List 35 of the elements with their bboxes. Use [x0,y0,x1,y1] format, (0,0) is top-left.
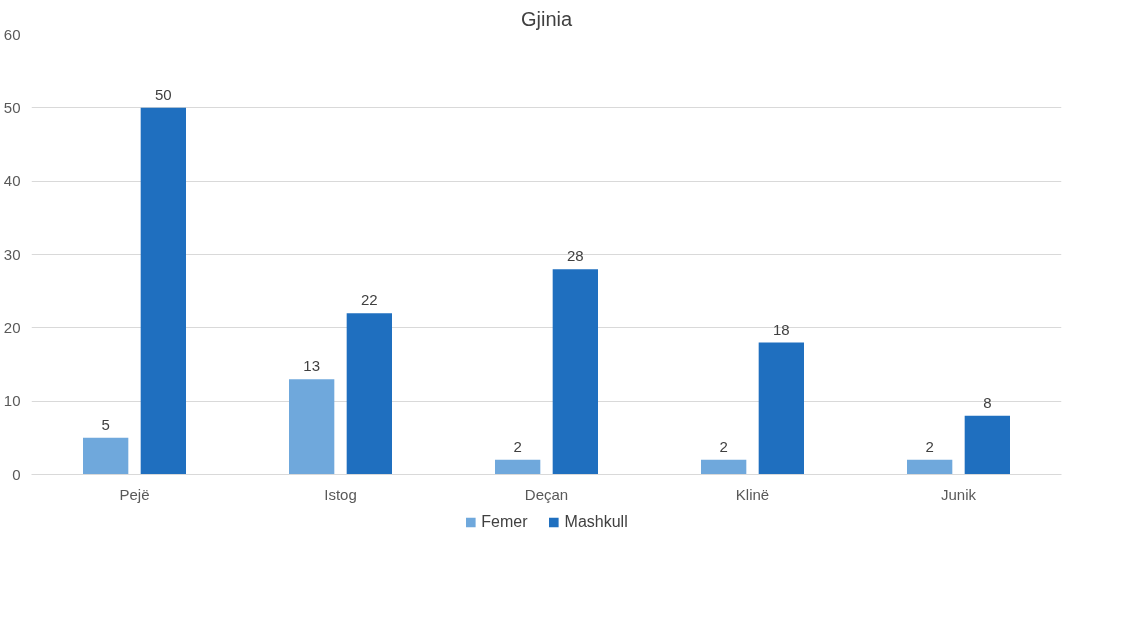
bar [289,379,335,475]
bar [346,313,392,475]
y-tick-label: 40 [3,172,21,190]
data-label: 2 [513,437,522,455]
data-label: 28 [567,247,584,265]
data-label: 13 [303,357,321,375]
x-tick-label: Klinë [735,485,770,503]
chart-title: Gjinia [520,7,573,30]
bar [758,342,804,475]
y-tick-label: 0 [12,465,21,483]
y-tick-label: 50 [3,98,21,116]
bar [140,107,186,475]
y-tick-label: 10 [3,392,21,410]
bar [552,269,598,475]
x-tick-label: Istog [324,485,357,503]
bar [964,415,1010,475]
data-label: 2 [925,437,934,455]
x-tick-label: Deçan [524,485,569,503]
bar [83,437,129,475]
bar [701,459,747,475]
legend-label: Mashkull [564,513,628,531]
x-tick-label: Junik [940,485,977,503]
y-tick-label: 20 [3,318,21,336]
y-tick-label: 30 [3,245,21,263]
bar [907,459,953,475]
data-label: 18 [773,320,790,338]
bar [495,459,541,475]
data-label: 2 [719,437,728,455]
data-label: 5 [101,415,110,433]
data-label: 22 [361,291,378,309]
y-tick-label: 60 [3,25,21,43]
data-label: 8 [983,393,992,411]
legend-label: Femer [481,513,528,531]
data-label: 50 [155,85,172,103]
x-tick-label: Pejë [119,485,150,503]
